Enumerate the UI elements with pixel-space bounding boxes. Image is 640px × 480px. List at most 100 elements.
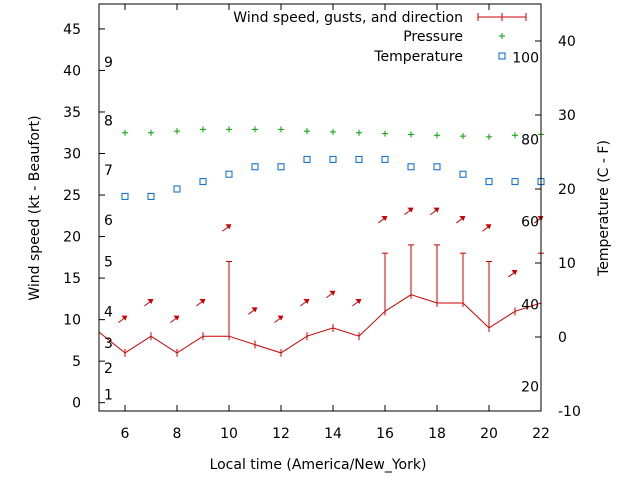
pressure-point xyxy=(460,133,466,140)
wind-direction-arrowhead xyxy=(485,224,492,230)
temperature-point xyxy=(251,163,259,171)
wind-direction-arrowhead xyxy=(407,207,414,213)
y-right-tick-label: -10 xyxy=(558,404,581,420)
y-axis-right-title: Temperature (C - F) xyxy=(596,140,612,277)
legend-pressure-label: Pressure xyxy=(403,29,463,45)
temperature-point xyxy=(303,155,311,163)
pressure-point xyxy=(486,133,492,140)
pressure-point xyxy=(200,126,206,133)
temperature-point xyxy=(277,163,285,171)
y-left-tick-label: 35 xyxy=(63,105,81,121)
wind-direction-arrowhead xyxy=(173,315,180,321)
wind-direction-arrowhead xyxy=(303,299,310,305)
temperature-point xyxy=(121,192,129,200)
legend-temperature-label: Temperature xyxy=(373,49,463,65)
pressure-point xyxy=(512,132,518,139)
y-left-tick-label: 20 xyxy=(63,230,81,246)
beaufort-scale-label: 9 xyxy=(104,55,113,71)
beaufort-scale-label: 1 xyxy=(104,387,113,403)
temperature-point xyxy=(407,163,415,171)
y-right-tick-label: 0 xyxy=(558,330,567,346)
x-tick-label: 10 xyxy=(220,426,238,442)
fahrenheit-scale-label: 60 xyxy=(521,215,539,231)
wind-direction-arrowhead xyxy=(277,315,284,321)
plot-frame xyxy=(98,3,542,412)
temperature-point xyxy=(381,155,389,163)
legend: Wind speed, gusts, and direction Pressur… xyxy=(233,10,527,65)
fahrenheit-scale-label: 20 xyxy=(521,380,539,396)
wind-direction-arrowhead xyxy=(225,224,232,230)
pressure-point xyxy=(122,129,128,136)
x-tick-label: 8 xyxy=(173,426,182,442)
temperature-point xyxy=(173,185,181,193)
beaufort-scale-label: 7 xyxy=(104,163,113,179)
x-tick-label: 6 xyxy=(121,426,130,442)
beaufort-scale-label: 6 xyxy=(104,213,113,229)
pressure-point xyxy=(252,126,258,133)
pressure-point xyxy=(434,132,440,139)
x-tick-label: 16 xyxy=(376,426,394,442)
y-left-tick-label: 45 xyxy=(63,22,81,38)
pressure-point xyxy=(174,128,180,135)
y-left-tick-label: 5 xyxy=(72,354,81,370)
pressure-point xyxy=(356,129,362,136)
y-axis-left-title: Wind speed (kt - Beaufort) xyxy=(27,115,43,300)
wind-direction-arrowhead xyxy=(459,215,466,221)
wind-direction-arrowhead xyxy=(433,207,440,213)
y-right-tick-label: 30 xyxy=(558,108,576,124)
temperature-point xyxy=(199,178,207,186)
x-tick-label: 14 xyxy=(324,426,342,442)
beaufort-scale-label: 8 xyxy=(104,113,113,129)
y-left-tick-label: 10 xyxy=(63,313,81,329)
axis-layer: 6 8 10 12 14 16 18 20 22051015202530354045-10010… xyxy=(63,3,581,442)
beaufort-scale-label: 5 xyxy=(104,254,113,270)
temperature-point xyxy=(355,155,363,163)
y-left-tick-label: 15 xyxy=(63,271,81,287)
y-right-tick-label: 10 xyxy=(558,256,576,272)
temperature-point xyxy=(511,178,519,186)
pressure-point xyxy=(382,130,388,137)
temperature-point xyxy=(433,163,441,171)
legend-pressure-sample xyxy=(499,33,505,39)
temperature-point xyxy=(485,178,493,186)
wind-direction-arrowhead xyxy=(355,299,362,305)
wind-direction-arrowhead xyxy=(329,290,336,296)
beaufort-scale-label: 2 xyxy=(104,361,113,377)
wind-direction-arrowhead xyxy=(147,299,154,305)
beaufort-scale-label: 3 xyxy=(104,336,113,352)
pressure-point xyxy=(330,128,336,135)
pressure-point xyxy=(408,131,414,138)
x-axis-title: Local time (America/New_York) xyxy=(210,457,427,473)
x-tick-label: 12 xyxy=(272,426,290,442)
wind-direction-arrowhead xyxy=(121,315,128,321)
y-left-tick-label: 25 xyxy=(63,188,81,204)
wind-direction-arrowhead xyxy=(511,269,518,275)
y-left-tick-label: 30 xyxy=(63,147,81,163)
fahrenheit-scale-label: 100 xyxy=(512,50,539,66)
fahrenheit-scale-label: 80 xyxy=(521,132,539,148)
beaufort-scale-label: 4 xyxy=(104,304,113,320)
temperature-point xyxy=(147,192,155,200)
legend-wind-label: Wind speed, gusts, and direction xyxy=(233,10,463,26)
wind-direction-arrowhead xyxy=(381,215,388,221)
wind-speed-line xyxy=(98,294,542,354)
pressure-point xyxy=(226,126,232,133)
temperature-point xyxy=(225,170,233,178)
temperature-point xyxy=(329,155,337,163)
y-left-tick-label: 0 xyxy=(72,396,81,412)
y-left-tick-label: 40 xyxy=(63,63,81,79)
pressure-point xyxy=(278,126,284,133)
y-right-tick-label: 20 xyxy=(558,182,576,198)
fahrenheit-scale-label: 40 xyxy=(521,297,539,313)
x-tick-label: 20 xyxy=(480,426,498,442)
x-tick-label: 22 xyxy=(532,426,550,442)
pressure-point xyxy=(304,128,310,135)
wind-direction-arrowhead xyxy=(251,307,258,313)
plot-content xyxy=(98,126,545,357)
pressure-point xyxy=(148,129,154,136)
temperature-point xyxy=(459,170,467,178)
wind-direction-arrowhead xyxy=(537,215,544,221)
legend-temperature-sample xyxy=(498,52,506,60)
wind-direction-arrowhead xyxy=(199,299,206,305)
